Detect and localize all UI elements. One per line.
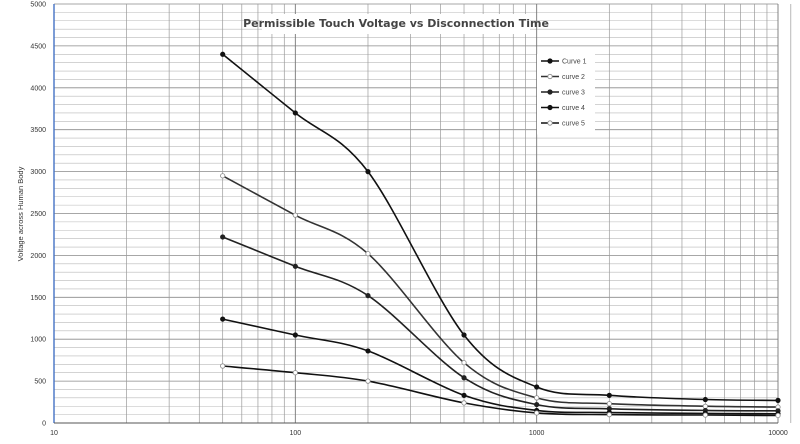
data-point <box>702 396 708 403</box>
x-tick-label: 10 <box>50 430 58 437</box>
legend-background <box>537 54 595 135</box>
data-point <box>461 400 467 406</box>
data-point <box>534 384 540 390</box>
legend-label: curve 4 <box>562 105 585 112</box>
y-tick-label: 500 <box>34 379 46 386</box>
legend-marker <box>547 73 553 80</box>
data-point <box>461 360 467 366</box>
legend-label: Curve 1 <box>562 59 587 66</box>
data-point <box>220 316 226 322</box>
y-tick-labels: 0 500 1000 1500 2000 2500 3000 3500 4000 4500 5000 <box>30 2 46 428</box>
x-tick-label: 100 <box>289 430 301 437</box>
series-line-2 <box>222 175 779 408</box>
data-point <box>534 401 540 408</box>
series-points <box>220 51 781 419</box>
data-point <box>702 403 708 409</box>
x-tick-label: 10000 <box>768 430 788 437</box>
y-tick-label: 2000 <box>30 253 46 260</box>
data-point <box>606 392 612 398</box>
series-line-5 <box>222 365 779 417</box>
y-tick-label: 4500 <box>30 43 46 50</box>
data-point <box>606 401 612 407</box>
axes <box>53 4 778 424</box>
data-point <box>461 375 467 381</box>
chart-title: Permissible Touch Voltage vs Disconnecti… <box>243 17 549 30</box>
series-line-4 <box>222 318 779 415</box>
y-tick-label: 2500 <box>30 211 46 218</box>
data-point <box>702 412 708 418</box>
legend-marker <box>547 89 553 95</box>
y-tick-label: 4000 <box>30 85 46 92</box>
y-tick-label: 3500 <box>30 127 46 134</box>
legend-label: curve 3 <box>562 90 585 97</box>
data-point <box>292 110 298 116</box>
data-point <box>775 412 781 419</box>
data-point <box>220 51 226 57</box>
data-point <box>461 332 467 338</box>
series-lines <box>222 53 779 417</box>
data-point <box>606 412 612 418</box>
legend-label: curve 2 <box>562 74 585 81</box>
data-point <box>292 332 298 338</box>
data-point <box>365 251 371 257</box>
data-point <box>365 169 371 175</box>
legend-marker <box>547 120 553 126</box>
gridlines <box>53 3 792 424</box>
data-point <box>220 234 226 240</box>
data-point <box>775 397 781 403</box>
legend-label: curve 5 <box>562 121 585 128</box>
y-tick-label: 0 <box>42 421 46 428</box>
x-tick-label: 1000 <box>529 430 545 437</box>
data-point <box>220 173 226 179</box>
title-background <box>262 14 530 34</box>
y-tick-label: 1000 <box>30 337 46 344</box>
y-tick-label: 3000 <box>30 169 46 176</box>
data-point <box>461 392 467 398</box>
legend: Curve 1 curve 2 curve 3 curve 4 curve 5 <box>537 54 595 135</box>
data-point <box>365 293 371 299</box>
data-point <box>365 378 371 384</box>
data-point <box>534 410 540 416</box>
y-axis-title: Voltage across Human Body <box>16 166 25 261</box>
y-tick-label: 1500 <box>30 295 46 302</box>
data-point <box>292 212 298 218</box>
legend-marker <box>547 58 553 64</box>
data-point <box>220 363 226 369</box>
data-point <box>534 395 540 401</box>
series-line-1 <box>222 53 779 402</box>
y-tick-label: 5000 <box>30 2 46 9</box>
x-tick-labels: 10 100 1000 10000 <box>50 430 788 437</box>
series-line-3 <box>222 236 779 412</box>
data-point <box>292 370 298 376</box>
legend-marker <box>547 104 553 111</box>
data-point <box>292 263 298 269</box>
data-point <box>365 348 371 354</box>
